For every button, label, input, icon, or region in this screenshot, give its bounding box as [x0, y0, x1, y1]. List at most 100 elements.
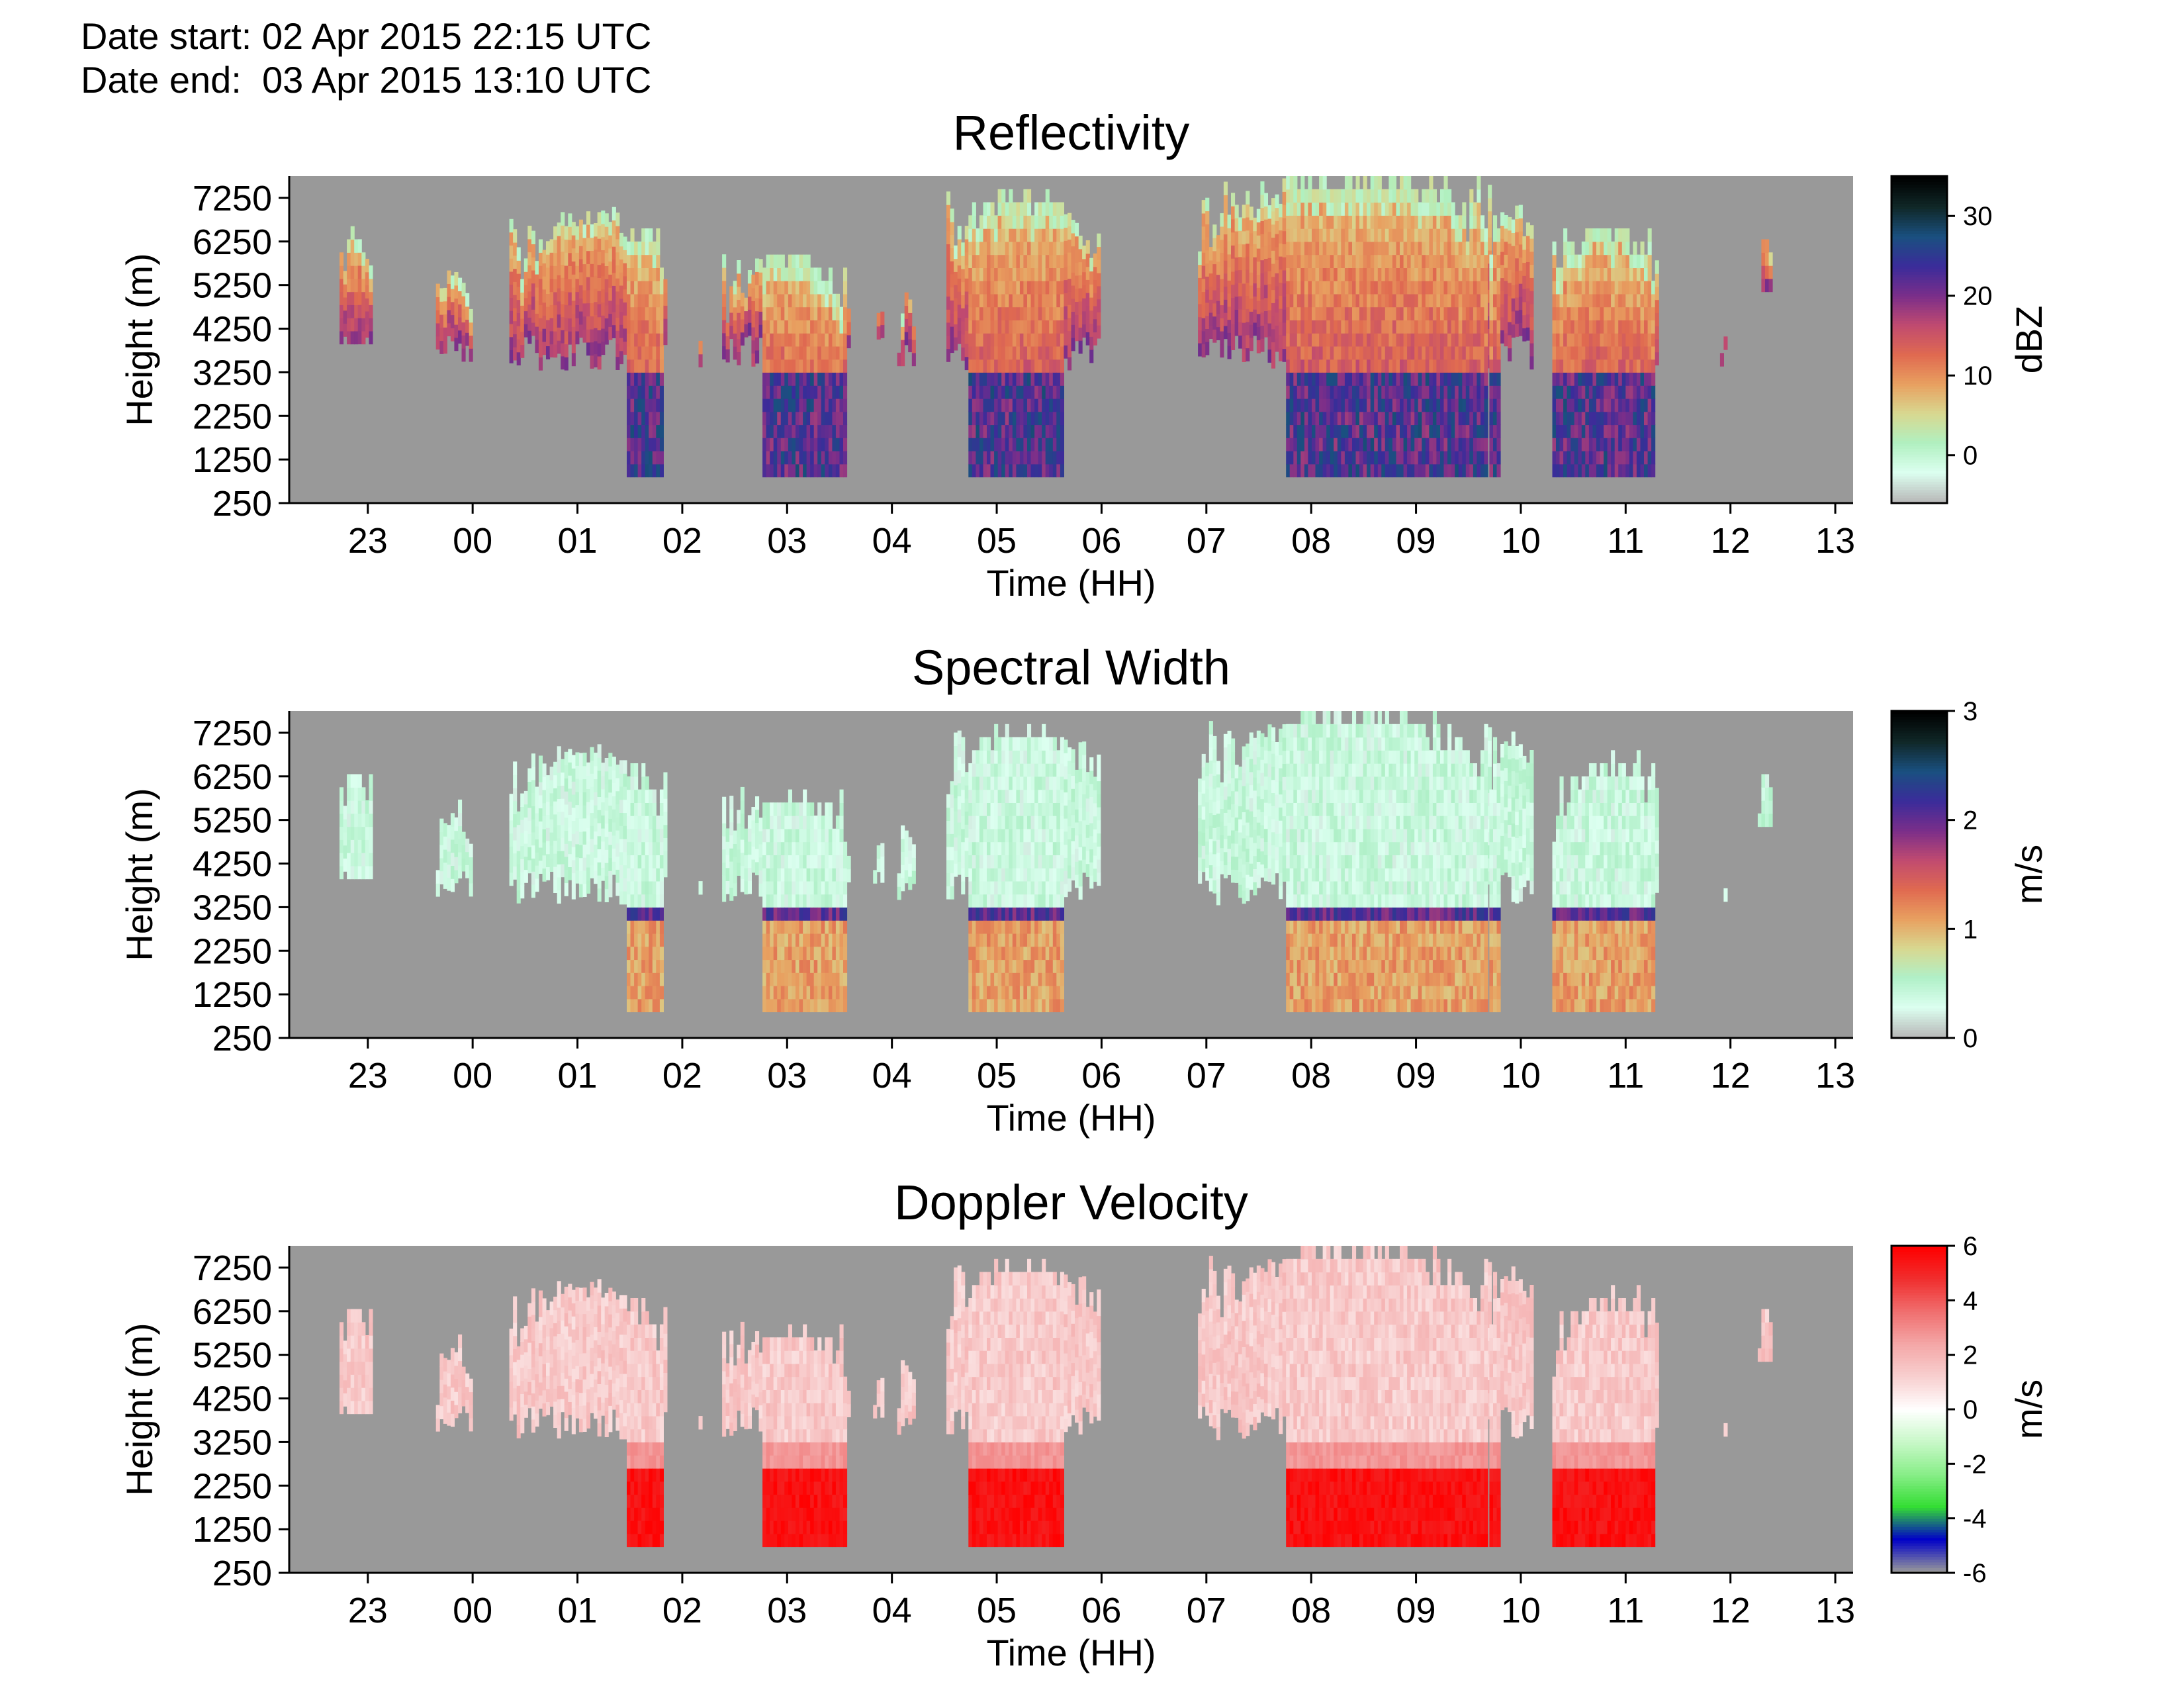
heat-cell [806, 320, 811, 334]
heat-cell [1458, 424, 1463, 438]
heat-cell [1027, 267, 1032, 281]
heat-cell [835, 359, 840, 373]
heat-cell [994, 451, 999, 465]
heat-cell [1256, 274, 1261, 288]
heat-cell [1600, 398, 1604, 412]
heat-cell [1607, 320, 1612, 334]
colorbar-segment [1891, 429, 1947, 433]
heat-cell [1337, 215, 1342, 229]
heat-cell [641, 281, 646, 295]
heat-cell [1581, 346, 1586, 360]
heat-cell [1629, 281, 1633, 295]
heat-cell [1578, 463, 1582, 478]
heat-cell [1447, 320, 1452, 334]
heat-cell [1293, 281, 1298, 295]
heat-cell [1422, 293, 1426, 308]
heat-cell [513, 827, 518, 841]
heat-cell [968, 385, 973, 399]
heat-cell [1205, 328, 1210, 342]
heat-cell [1422, 281, 1426, 295]
heat-cell [1388, 320, 1393, 334]
heat-cell [1585, 267, 1590, 281]
heat-cell [564, 344, 569, 357]
heat-cell [1451, 202, 1455, 216]
heat-cell [1596, 372, 1601, 386]
heat-cell [1647, 281, 1652, 295]
heat-cell [733, 857, 737, 870]
heat-cell [1425, 463, 1430, 478]
heat-cell [1231, 218, 1236, 233]
heat-cell [1249, 259, 1253, 273]
heat-cell [733, 869, 737, 884]
heat-cell [454, 337, 459, 352]
heat-cell [994, 320, 999, 334]
heat-cell [994, 398, 999, 412]
heat-cell [1238, 217, 1243, 231]
heat-cell [1567, 281, 1571, 295]
heat-cell [652, 868, 657, 882]
heat-cell [843, 293, 848, 308]
heat-cell [1585, 451, 1590, 465]
heat-cell [615, 278, 620, 292]
heat-cell [1462, 333, 1467, 347]
heat-cell [615, 343, 620, 357]
heat-cell [1034, 267, 1039, 281]
heat-cell [594, 340, 598, 355]
heat-cell [773, 972, 778, 986]
heat-cell [788, 907, 792, 921]
heat-cell [1326, 438, 1331, 451]
heat-cell [1640, 254, 1645, 268]
heat-cell [1308, 293, 1312, 308]
heat-cell [1198, 330, 1203, 344]
heat-cell [773, 333, 778, 347]
heat-cell [1009, 385, 1013, 399]
heat-cell [604, 291, 609, 306]
heat-cell [1381, 189, 1386, 203]
heat-cell [1518, 257, 1523, 271]
heat-cell [1563, 438, 1568, 451]
heat-cell [1477, 372, 1481, 386]
heat-cell [630, 920, 635, 934]
heat-cell [777, 398, 782, 412]
heat-cell [1049, 254, 1054, 268]
heat-cell [777, 959, 782, 973]
heat-cell [656, 868, 660, 882]
heat-cell [766, 385, 770, 399]
colorbar-segment [1891, 269, 1947, 272]
heat-cell [659, 320, 664, 334]
heat-cell [1097, 233, 1101, 248]
heat-cell [806, 959, 811, 973]
heat-cell [1493, 424, 1498, 438]
heat-cell [340, 318, 344, 332]
heat-cell [1484, 385, 1488, 399]
heat-cell [784, 372, 789, 386]
heat-cell [582, 237, 587, 252]
heat-cell [1651, 281, 1656, 295]
heat-cell [1012, 293, 1017, 308]
heat-cell [615, 804, 620, 818]
heat-cell [1212, 290, 1217, 304]
heat-cell [813, 411, 818, 426]
heat-cell [777, 424, 782, 438]
heat-cell [458, 291, 463, 305]
heat-cell [542, 302, 547, 316]
heat-cell [1614, 333, 1619, 347]
heat-cell [1644, 320, 1649, 334]
heat-cell [1078, 314, 1083, 328]
heat-cell [649, 920, 653, 934]
heat-cell [1304, 267, 1308, 281]
heat-cell [1451, 372, 1455, 386]
heat-cell [1484, 424, 1488, 438]
heat-cell [1469, 189, 1474, 203]
heat-cell [976, 228, 980, 242]
heat-cell [1596, 463, 1601, 478]
heat-cell [1621, 385, 1626, 399]
heat-cell [1042, 451, 1046, 465]
heat-cell [1465, 411, 1470, 426]
heat-cell [1315, 228, 1320, 242]
heat-cell [1574, 438, 1578, 451]
heat-cell [1392, 463, 1396, 478]
heat-cell [1473, 267, 1477, 281]
heat-cell [773, 306, 778, 320]
heat-cell [1559, 451, 1564, 465]
